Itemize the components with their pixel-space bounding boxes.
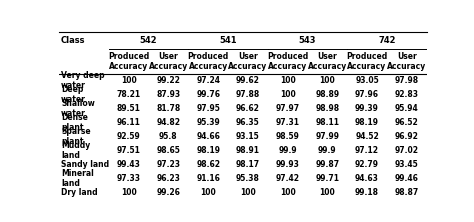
Text: 96.52: 96.52 <box>395 118 419 127</box>
Text: Sparse
plant: Sparse plant <box>61 127 91 147</box>
Text: User
Accuracy: User Accuracy <box>308 52 347 71</box>
Text: 97.33: 97.33 <box>117 174 141 183</box>
Text: User
Accuracy: User Accuracy <box>149 52 188 71</box>
Text: 94.63: 94.63 <box>355 174 379 183</box>
Text: 96.92: 96.92 <box>395 132 419 141</box>
Text: 96.62: 96.62 <box>236 104 260 113</box>
Text: 97.88: 97.88 <box>236 90 260 99</box>
Text: Deep
water: Deep water <box>61 85 86 104</box>
Text: 94.66: 94.66 <box>196 132 220 141</box>
Text: Dry land: Dry land <box>61 188 98 197</box>
Text: 97.99: 97.99 <box>315 132 339 141</box>
Text: Shallow
water: Shallow water <box>61 99 95 118</box>
Text: 93.05: 93.05 <box>355 76 379 85</box>
Text: 99.43: 99.43 <box>117 160 141 169</box>
Text: 541: 541 <box>219 36 237 45</box>
Text: 93.15: 93.15 <box>236 132 260 141</box>
Text: 97.51: 97.51 <box>117 146 141 155</box>
Text: 100: 100 <box>280 188 295 197</box>
Text: 98.87: 98.87 <box>395 188 419 197</box>
Text: 95.39: 95.39 <box>196 118 220 127</box>
Text: 97.98: 97.98 <box>395 76 419 85</box>
Text: 98.65: 98.65 <box>156 146 181 155</box>
Text: 92.59: 92.59 <box>117 132 141 141</box>
Text: 93.45: 93.45 <box>395 160 419 169</box>
Text: 97.31: 97.31 <box>275 118 300 127</box>
Text: Muddy
land: Muddy land <box>61 141 91 161</box>
Text: 81.78: 81.78 <box>156 104 181 113</box>
Text: 100: 100 <box>240 188 256 197</box>
Text: 99.62: 99.62 <box>236 76 260 85</box>
Text: 96.23: 96.23 <box>156 174 181 183</box>
Text: 95.94: 95.94 <box>395 104 419 113</box>
Text: 99.9: 99.9 <box>278 146 297 155</box>
Text: 99.18: 99.18 <box>355 188 379 197</box>
Text: 100: 100 <box>280 76 295 85</box>
Text: 100: 100 <box>201 188 216 197</box>
Text: 97.12: 97.12 <box>355 146 379 155</box>
Text: 91.16: 91.16 <box>196 174 220 183</box>
Text: 98.59: 98.59 <box>276 132 300 141</box>
Text: 78.21: 78.21 <box>117 90 141 99</box>
Text: 98.98: 98.98 <box>315 104 339 113</box>
Text: Dense
plant: Dense plant <box>61 113 88 132</box>
Text: 98.11: 98.11 <box>315 118 339 127</box>
Text: 543: 543 <box>299 36 316 45</box>
Text: 98.62: 98.62 <box>196 160 220 169</box>
Text: 100: 100 <box>121 76 137 85</box>
Text: 99.39: 99.39 <box>355 104 379 113</box>
Text: 95.8: 95.8 <box>159 132 178 141</box>
Text: 100: 100 <box>280 90 295 99</box>
Text: 99.46: 99.46 <box>395 174 419 183</box>
Text: 98.89: 98.89 <box>315 90 339 99</box>
Text: Very deep
water: Very deep water <box>61 71 105 90</box>
Text: 97.02: 97.02 <box>395 146 419 155</box>
Text: 99.22: 99.22 <box>156 76 181 85</box>
Text: 89.51: 89.51 <box>117 104 141 113</box>
Text: 97.24: 97.24 <box>196 76 220 85</box>
Text: 99.87: 99.87 <box>315 160 339 169</box>
Text: 100: 100 <box>319 188 335 197</box>
Text: 98.17: 98.17 <box>236 160 260 169</box>
Text: 92.79: 92.79 <box>355 160 379 169</box>
Text: 99.93: 99.93 <box>276 160 300 169</box>
Text: User
Accuracy: User Accuracy <box>387 52 427 71</box>
Text: 100: 100 <box>121 188 137 197</box>
Text: 100: 100 <box>319 76 335 85</box>
Text: 542: 542 <box>140 36 157 45</box>
Text: 97.97: 97.97 <box>275 104 300 113</box>
Text: User
Accuracy: User Accuracy <box>228 52 267 71</box>
Text: 98.19: 98.19 <box>355 118 379 127</box>
Text: 99.76: 99.76 <box>196 90 220 99</box>
Text: 99.26: 99.26 <box>156 188 181 197</box>
Text: 94.82: 94.82 <box>156 118 181 127</box>
Text: 94.52: 94.52 <box>355 132 379 141</box>
Text: Sandy land: Sandy land <box>61 160 109 169</box>
Text: 97.23: 97.23 <box>156 160 181 169</box>
Text: 97.96: 97.96 <box>355 90 379 99</box>
Text: Produced
Accuracy: Produced Accuracy <box>108 52 149 71</box>
Text: 99.71: 99.71 <box>315 174 339 183</box>
Text: Produced
Accuracy: Produced Accuracy <box>267 52 308 71</box>
Text: 87.93: 87.93 <box>156 90 181 99</box>
Text: 742: 742 <box>378 36 396 45</box>
Text: Mineral
land: Mineral land <box>61 169 94 188</box>
Text: Produced
Accuracy: Produced Accuracy <box>188 52 229 71</box>
Text: 97.42: 97.42 <box>275 174 300 183</box>
Text: Class: Class <box>61 36 86 45</box>
Text: 96.35: 96.35 <box>236 118 260 127</box>
Text: 92.83: 92.83 <box>395 90 419 99</box>
Text: Produced
Accuracy: Produced Accuracy <box>346 52 388 71</box>
Text: 99.9: 99.9 <box>318 146 337 155</box>
Text: 98.91: 98.91 <box>236 146 260 155</box>
Text: 96.11: 96.11 <box>117 118 141 127</box>
Text: 98.19: 98.19 <box>196 146 220 155</box>
Text: 95.38: 95.38 <box>236 174 260 183</box>
Text: 97.95: 97.95 <box>196 104 220 113</box>
